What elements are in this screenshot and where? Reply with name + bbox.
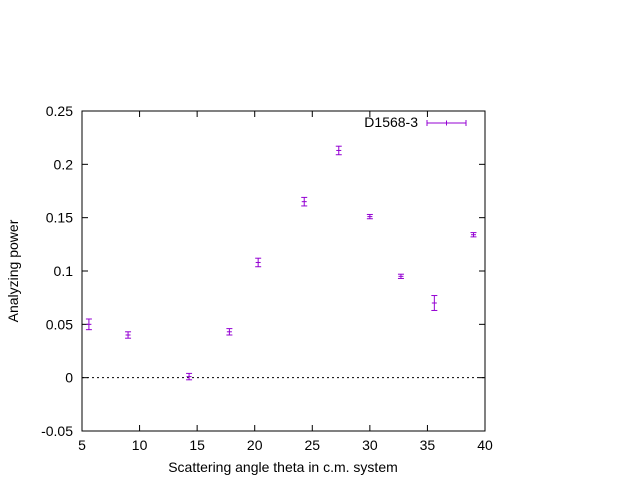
data-point (226, 328, 233, 336)
x-tick-label: 30 (362, 437, 378, 453)
x-tick-label: 15 (189, 437, 205, 453)
axis-ticks (81, 110, 486, 432)
x-tick-label: 25 (304, 437, 320, 453)
legend-entry-label: D1568-3 (364, 114, 418, 130)
x-tick-label: 40 (477, 437, 493, 453)
plot-frame (81, 110, 486, 432)
data-point (335, 145, 342, 156)
data-points (85, 145, 477, 381)
x-axis-label: Scattering angle theta in c.m. system (168, 459, 398, 475)
y-tick-labels: -0.05 0 0.05 0.1 0.15 0.2 0.25 (41, 103, 73, 439)
x-tick-label: 20 (247, 437, 263, 453)
data-point (366, 213, 373, 220)
legend-entry-marker (426, 120, 467, 126)
data-point (470, 232, 477, 238)
y-tick-label: 0.2 (54, 156, 74, 172)
legend: D1568-3 (364, 114, 467, 130)
y-tick-label: 0.25 (46, 103, 73, 119)
data-point (397, 273, 404, 279)
y-axis-label: Analyzing power (5, 219, 21, 322)
y-tick-label: -0.05 (41, 423, 73, 439)
data-point (431, 295, 438, 311)
data-point (301, 196, 308, 207)
data-point (125, 331, 132, 339)
x-tick-label: 5 (78, 437, 86, 453)
x-tick-label: 35 (420, 437, 436, 453)
x-tick-labels: 5 10 15 20 25 30 35 40 (78, 437, 493, 453)
y-tick-label: 0.05 (46, 316, 73, 332)
y-tick-label: 0 (65, 370, 73, 386)
x-tick-label: 10 (132, 437, 148, 453)
y-tick-label: 0.15 (46, 210, 73, 226)
data-point (85, 318, 92, 331)
data-point (186, 372, 193, 381)
y-tick-label: 0.1 (54, 263, 74, 279)
data-point (255, 257, 262, 268)
